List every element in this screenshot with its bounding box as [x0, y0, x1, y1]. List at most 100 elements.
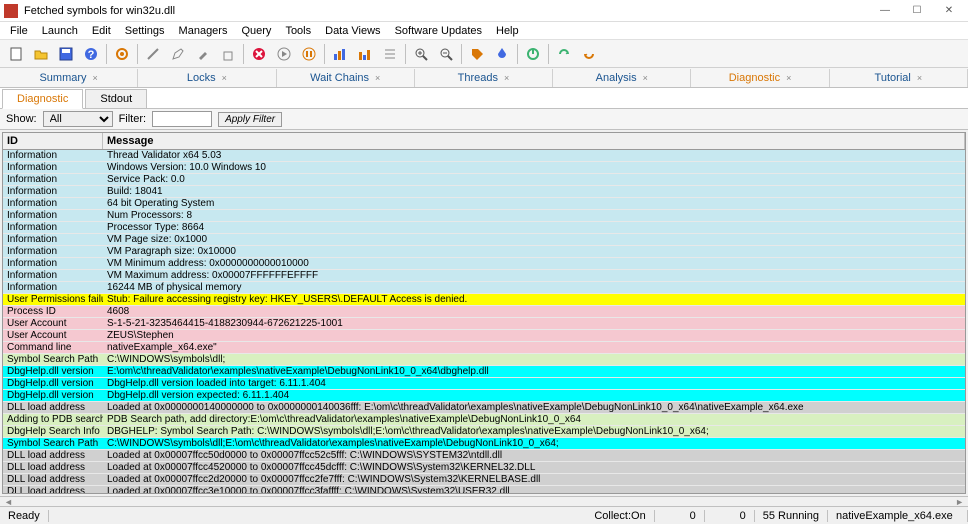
- tab-close-icon[interactable]: ×: [786, 73, 791, 83]
- table-row[interactable]: DLL load addressLoaded at 0x00007ffcc2d2…: [3, 474, 965, 486]
- brush-icon[interactable]: [191, 42, 215, 66]
- tab-close-icon[interactable]: ×: [93, 73, 98, 83]
- title-bar: Fetched symbols for win32u.dll — ☐ ✕: [0, 0, 968, 22]
- tab-analysis[interactable]: Analysis×: [553, 69, 691, 87]
- list-icon[interactable]: [378, 42, 402, 66]
- cell-id: Symbol Search Path: [3, 438, 103, 449]
- menu-file[interactable]: File: [4, 24, 34, 38]
- table-row[interactable]: InformationBuild: 18041: [3, 186, 965, 198]
- help-icon[interactable]: ?: [79, 42, 103, 66]
- cell-message: S-1-5-21-3235464415-4188230944-672621225…: [103, 318, 965, 329]
- horizontal-scrollbar[interactable]: ◄►: [0, 496, 968, 506]
- chart2-icon[interactable]: [353, 42, 377, 66]
- tab-close-icon[interactable]: ×: [504, 73, 509, 83]
- table-row[interactable]: DLL load addressLoaded at 0x000000014000…: [3, 402, 965, 414]
- table-row[interactable]: Symbol Search PathC:\WINDOWS\symbols\dll…: [3, 354, 965, 366]
- minimize-button[interactable]: —: [870, 2, 900, 20]
- table-row[interactable]: DbgHelp.dll versionDbgHelp.dll version l…: [3, 378, 965, 390]
- show-label: Show:: [6, 113, 37, 125]
- table-row[interactable]: InformationVM Page size: 0x1000: [3, 234, 965, 246]
- table-row[interactable]: User AccountZEUS\Stephen: [3, 330, 965, 342]
- menu-launch[interactable]: Launch: [36, 24, 84, 38]
- table-row[interactable]: InformationVM Paragraph size: 0x10000: [3, 246, 965, 258]
- open-icon[interactable]: [29, 42, 53, 66]
- table-row[interactable]: InformationThread Validator x64 5.03: [3, 150, 965, 162]
- refresh2-icon[interactable]: [577, 42, 601, 66]
- table-row[interactable]: InformationVM Maximum address: 0x00007FF…: [3, 270, 965, 282]
- table-row[interactable]: DbgHelp.dll versionDbgHelp.dll version e…: [3, 390, 965, 402]
- tab-tutorial[interactable]: Tutorial×: [830, 69, 968, 87]
- table-row[interactable]: Adding to PDB search pathPDB Search path…: [3, 414, 965, 426]
- table-row[interactable]: DbgHelp Search InfoDBGHELP: Symbol Searc…: [3, 426, 965, 438]
- subtab-diagnostic[interactable]: Diagnostic: [2, 89, 83, 109]
- table-row[interactable]: InformationVM Minimum address: 0x0000000…: [3, 258, 965, 270]
- table-row[interactable]: Command linenativeExample_x64.exe": [3, 342, 965, 354]
- menu-data-views[interactable]: Data Views: [319, 24, 386, 38]
- stop-icon[interactable]: [247, 42, 271, 66]
- cell-message: Loaded at 0x0000000140000000 to 0x000000…: [103, 402, 965, 413]
- table-row[interactable]: Information64 bit Operating System: [3, 198, 965, 210]
- wand-icon[interactable]: [141, 42, 165, 66]
- menu-query[interactable]: Query: [235, 24, 277, 38]
- menu-settings[interactable]: Settings: [119, 24, 171, 38]
- table-row[interactable]: DLL load addressLoaded at 0x00007ffcc3e1…: [3, 486, 965, 494]
- filter-input[interactable]: [152, 111, 212, 127]
- tab-locks[interactable]: Locks×: [138, 69, 276, 87]
- power-icon[interactable]: [521, 42, 545, 66]
- apply-filter-button[interactable]: Apply Filter: [218, 112, 282, 127]
- table-row[interactable]: DbgHelp.dll versionE:\om\c\threadValidat…: [3, 366, 965, 378]
- table-row[interactable]: InformationNum Processors: 8: [3, 210, 965, 222]
- play-icon[interactable]: [272, 42, 296, 66]
- tab-close-icon[interactable]: ×: [917, 73, 922, 83]
- table-row[interactable]: Information16244 MB of physical memory: [3, 282, 965, 294]
- clear-icon[interactable]: [216, 42, 240, 66]
- show-select[interactable]: All: [43, 111, 113, 127]
- tab-threads[interactable]: Threads×: [415, 69, 553, 87]
- tag-icon[interactable]: [465, 42, 489, 66]
- table-row[interactable]: User AccountS-1-5-21-3235464415-41882309…: [3, 318, 965, 330]
- cell-id: Information: [3, 234, 103, 245]
- tab-close-icon[interactable]: ×: [375, 73, 380, 83]
- menu-edit[interactable]: Edit: [86, 24, 117, 38]
- zoom-out-icon[interactable]: [434, 42, 458, 66]
- table-row[interactable]: InformationWindows Version: 10.0 Windows…: [3, 162, 965, 174]
- table-row[interactable]: User Permissions failureStub: Failure ac…: [3, 294, 965, 306]
- tab-summary[interactable]: Summary×: [0, 69, 138, 87]
- refresh1-icon[interactable]: [552, 42, 576, 66]
- cell-message: nativeExample_x64.exe": [103, 342, 965, 353]
- maximize-button[interactable]: ☐: [902, 2, 932, 20]
- close-button[interactable]: ✕: [934, 2, 964, 20]
- drop-icon[interactable]: [490, 42, 514, 66]
- save-icon[interactable]: [54, 42, 78, 66]
- cell-id: Process ID: [3, 306, 103, 317]
- pause-icon[interactable]: [297, 42, 321, 66]
- column-id[interactable]: ID: [3, 133, 103, 149]
- gear-icon[interactable]: [110, 42, 134, 66]
- menu-managers[interactable]: Managers: [173, 24, 234, 38]
- new-icon[interactable]: [4, 42, 28, 66]
- menu-tools[interactable]: Tools: [279, 24, 317, 38]
- menu-help[interactable]: Help: [490, 24, 525, 38]
- table-row[interactable]: InformationProcessor Type: 8664: [3, 222, 965, 234]
- table-row[interactable]: DLL load addressLoaded at 0x00007ffcc50d…: [3, 450, 965, 462]
- tab-diagnostic[interactable]: Diagnostic×: [691, 69, 829, 87]
- diagnostic-grid[interactable]: ID Message InformationThread Validator x…: [2, 132, 966, 494]
- subtab-stdout[interactable]: Stdout: [85, 89, 147, 108]
- grid-header: ID Message: [3, 133, 965, 150]
- table-row[interactable]: Symbol Search PathC:\WINDOWS\symbols\dll…: [3, 438, 965, 450]
- table-row[interactable]: Process ID4608: [3, 306, 965, 318]
- menu-software-updates[interactable]: Software Updates: [389, 24, 488, 38]
- tab-close-icon[interactable]: ×: [643, 73, 648, 83]
- edit-icon[interactable]: [166, 42, 190, 66]
- cell-id: Information: [3, 282, 103, 293]
- tab-wait-chains[interactable]: Wait Chains×: [277, 69, 415, 87]
- cell-id: DLL load address: [3, 474, 103, 485]
- table-row[interactable]: DLL load addressLoaded at 0x00007ffcc452…: [3, 462, 965, 474]
- tab-close-icon[interactable]: ×: [222, 73, 227, 83]
- cell-id: Information: [3, 270, 103, 281]
- chart1-icon[interactable]: [328, 42, 352, 66]
- table-row[interactable]: InformationService Pack: 0.0: [3, 174, 965, 186]
- column-message[interactable]: Message: [103, 133, 965, 149]
- main-tab-bar: Summary×Locks×Wait Chains×Threads×Analys…: [0, 68, 968, 88]
- zoom-in-icon[interactable]: [409, 42, 433, 66]
